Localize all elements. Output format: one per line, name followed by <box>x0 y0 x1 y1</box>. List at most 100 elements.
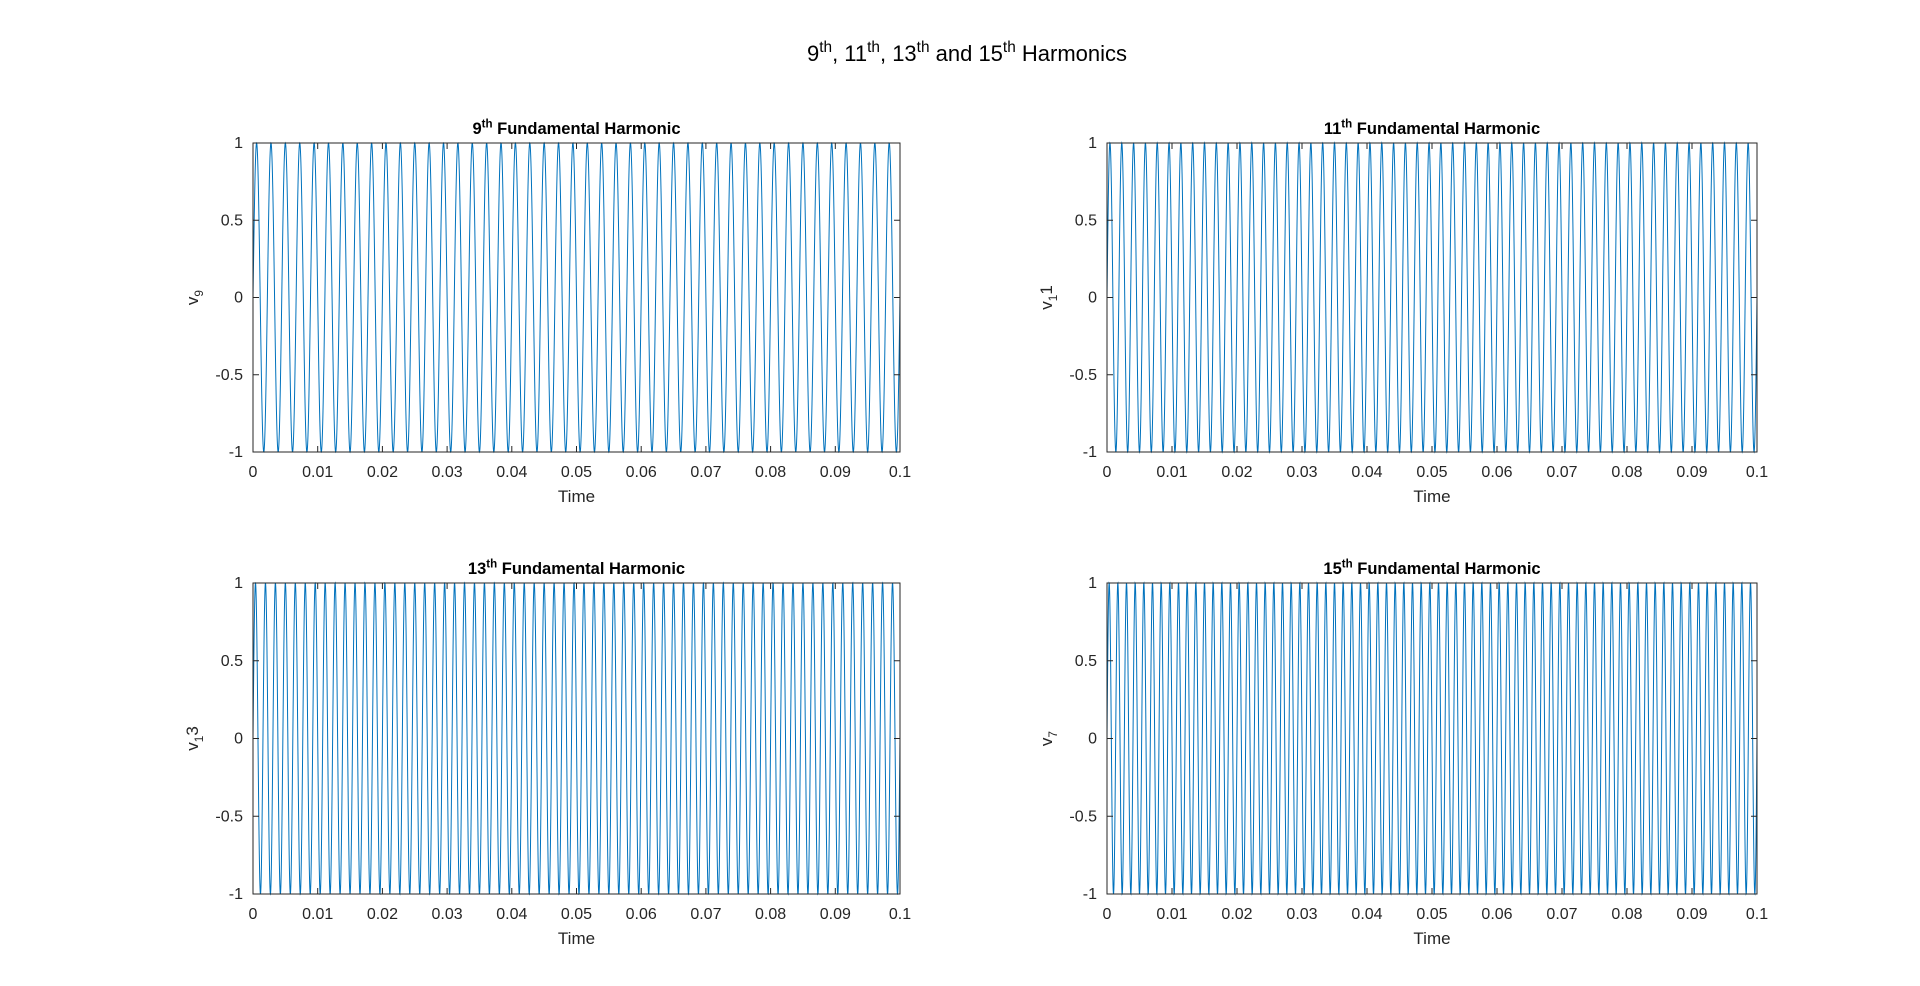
x-tick-label: 0.07 <box>1546 464 1577 481</box>
subplot-title: 9th Fundamental Harmonic <box>472 118 680 138</box>
y-tick-label: 1 <box>234 575 243 592</box>
text-run: 15 <box>1323 560 1341 578</box>
y-tick-label: -0.5 <box>215 367 243 384</box>
y-tick-label: -1 <box>229 444 243 461</box>
x-tick-label: 0.09 <box>820 464 851 481</box>
x-tick-label: 0.08 <box>1611 464 1642 481</box>
x-tick-label: 0.08 <box>755 906 786 923</box>
y-axis-label: v7 <box>1037 731 1060 747</box>
y-tick-label: 0.5 <box>221 653 243 670</box>
x-tick-label: 0.03 <box>432 464 463 481</box>
x-tick-label: 0 <box>1103 464 1112 481</box>
x-tick-label: 0.06 <box>1481 464 1512 481</box>
text-run: Fundamental Harmonic <box>497 560 685 578</box>
superscript: th <box>1003 39 1016 56</box>
x-tick-label: 0.08 <box>1611 906 1642 923</box>
x-tick-label: 0.03 <box>1286 906 1317 923</box>
y-axis-label: v13 <box>183 726 206 751</box>
x-tick-label: 0.09 <box>1676 464 1707 481</box>
text-run: 9 <box>472 120 481 138</box>
text-run: 9 <box>807 41 819 66</box>
x-tick-label: 0.04 <box>496 464 527 481</box>
text-run: Fundamental Harmonic <box>1353 560 1541 578</box>
x-tick-label: 0.01 <box>1156 464 1187 481</box>
series-line-v15 <box>1106 581 1758 896</box>
superscript: th <box>1342 558 1353 570</box>
x-tick-label: 0.06 <box>626 464 657 481</box>
x-tick-label: 0.05 <box>1416 906 1447 923</box>
y-tick-label: -0.5 <box>1069 808 1097 825</box>
x-tick-label: 0.05 <box>561 906 592 923</box>
y-tick-label: 0.5 <box>1075 653 1097 670</box>
x-tick-label: 0.06 <box>626 906 657 923</box>
text-run: , 13 <box>880 41 917 66</box>
x-tick-label: 0.03 <box>1286 464 1317 481</box>
y-tick-label: 0 <box>234 290 243 307</box>
subplot-title: 13th Fundamental Harmonic <box>468 558 685 578</box>
text-run: 13 <box>468 560 486 578</box>
superscript: th <box>486 558 497 570</box>
x-tick-label: 0.02 <box>1221 906 1252 923</box>
figure-title: 9th, 11th, 13th and 15th Harmonics <box>807 39 1127 66</box>
x-tick-label: 0.05 <box>561 464 592 481</box>
text-run: 3 <box>183 726 202 735</box>
y-axis-label: v9 <box>183 290 206 306</box>
superscript: th <box>482 118 493 130</box>
x-axis-label: Time <box>558 929 595 948</box>
y-tick-label: 0.5 <box>221 212 243 229</box>
subscript: 1 <box>192 735 206 742</box>
superscript: th <box>867 39 880 56</box>
y-tick-label: 0 <box>1088 731 1097 748</box>
subplot-title: 11th Fundamental Harmonic <box>1324 118 1540 138</box>
y-tick-label: -0.5 <box>1069 367 1097 384</box>
y-tick-label: 0 <box>234 731 243 748</box>
text-run: v <box>183 296 202 305</box>
x-tick-label: 0.07 <box>1546 906 1577 923</box>
x-tick-label: 0.1 <box>1746 464 1768 481</box>
subplot-grid: 0 0.01 0.02 0.03 0.04 0.05 0.06 0.07 0.08 0.09 0.1… <box>183 118 1768 948</box>
y-tick-label: 0.5 <box>1075 212 1097 229</box>
x-tick-label: 0.05 <box>1416 464 1447 481</box>
x-tick-label: 0.1 <box>1746 906 1768 923</box>
x-tick-label: 0.02 <box>367 464 398 481</box>
text-run: 1 <box>1037 285 1056 294</box>
subscript: 7 <box>1046 731 1060 738</box>
subplot-4: 0 0.01 0.02 0.03 0.04 0.05 0.06 0.07 0.08 0.09 0.1… <box>1037 558 1768 948</box>
x-tick-label: 0 <box>249 906 258 923</box>
text-run: and 15 <box>930 41 1003 66</box>
y-tick-label: -0.5 <box>215 808 243 825</box>
series-line-v11 <box>1106 141 1758 454</box>
x-tick-label: 0.04 <box>1351 906 1382 923</box>
superscript: th <box>917 39 930 56</box>
y-tick-label: 1 <box>234 135 243 152</box>
x-axis-label: Time <box>558 487 595 506</box>
text-run: Harmonics <box>1016 41 1127 66</box>
x-tick-label: 0.04 <box>1351 464 1382 481</box>
subplot-title: 15th Fundamental Harmonic <box>1323 558 1540 578</box>
superscript: th <box>1341 118 1352 130</box>
text-run: , 11 <box>832 41 867 66</box>
x-tick-label: 0 <box>1103 906 1112 923</box>
y-tick-label: 0 <box>1088 290 1097 307</box>
subplot-2: 0 0.01 0.02 0.03 0.04 0.05 0.06 0.07 0.08 0.09 0.1… <box>1037 118 1768 506</box>
x-axis-label: Time <box>1413 487 1450 506</box>
y-tick-label: 1 <box>1088 575 1097 592</box>
series-line-v13 <box>252 581 901 896</box>
x-axis-label: Time <box>1413 929 1450 948</box>
x-tick-label: 0.09 <box>820 906 851 923</box>
x-tick-label: 0.1 <box>889 906 911 923</box>
x-tick-label: 0.1 <box>889 464 911 481</box>
x-tick-label: 0.02 <box>367 906 398 923</box>
x-tick-label: 0.02 <box>1221 464 1252 481</box>
x-tick-label: 0.09 <box>1676 906 1707 923</box>
superscript: th <box>819 39 832 56</box>
series-line-v9 <box>252 141 901 454</box>
subscript: 9 <box>192 290 206 297</box>
text-run: 11 <box>1324 120 1341 138</box>
x-tick-label: 0.01 <box>1156 906 1187 923</box>
x-tick-label: 0.01 <box>302 464 333 481</box>
x-tick-label: 0.07 <box>690 906 721 923</box>
text-run: Fundamental Harmonic <box>1352 120 1540 138</box>
y-axis-label: v11 <box>1037 285 1060 310</box>
